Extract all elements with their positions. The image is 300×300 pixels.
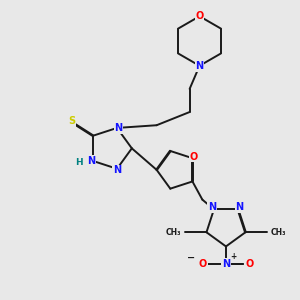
Text: N: N [196, 61, 204, 71]
Text: N: N [236, 202, 244, 212]
Text: H: H [75, 158, 83, 167]
Text: O: O [246, 259, 254, 269]
Text: N: N [208, 202, 216, 212]
Text: O: O [195, 11, 204, 21]
Text: N: N [222, 259, 230, 269]
Text: S: S [68, 116, 75, 126]
Text: +: + [230, 252, 236, 261]
Text: N: N [87, 156, 95, 166]
Text: N: N [113, 165, 121, 176]
Text: CH₃: CH₃ [166, 228, 181, 237]
Text: O: O [199, 259, 207, 269]
Text: CH₃: CH₃ [271, 228, 286, 237]
Text: N: N [115, 123, 123, 133]
Text: O: O [190, 152, 198, 161]
Text: −: − [187, 253, 195, 263]
